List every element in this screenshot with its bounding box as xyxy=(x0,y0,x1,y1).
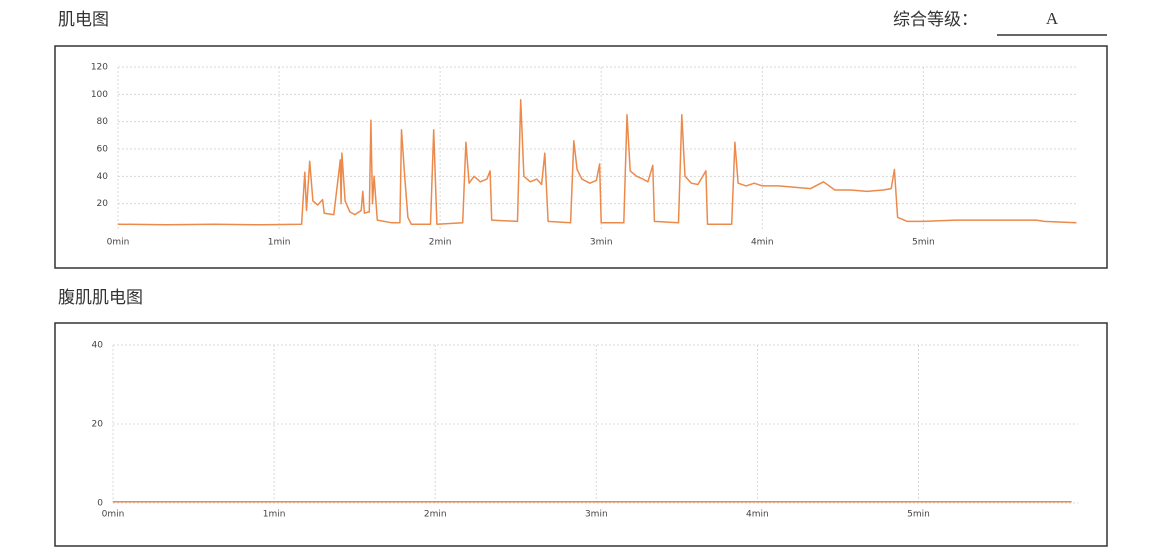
grade-label: 综合等级： xyxy=(893,10,978,30)
x-tick-label: 4min xyxy=(746,510,769,520)
y-tick-label: 20 xyxy=(92,420,104,430)
chart-title: 肌电图 xyxy=(58,10,109,30)
x-tick-label: 5min xyxy=(912,238,935,248)
y-tick-label: 100 xyxy=(91,90,108,100)
x-tick-label: 0min xyxy=(107,238,130,248)
x-tick-label: 4min xyxy=(751,238,774,248)
x-tick-label: 3min xyxy=(585,510,608,520)
chart-title: 腹肌肌电图 xyxy=(58,288,143,308)
y-tick-label: 80 xyxy=(97,117,109,127)
grade-value: A xyxy=(1046,9,1059,28)
chart-frame xyxy=(54,45,1108,269)
y-tick-label: 20 xyxy=(97,199,109,209)
y-tick-label: 120 xyxy=(91,63,108,73)
x-tick-label: 1min xyxy=(268,238,291,248)
y-tick-label: 40 xyxy=(92,341,104,351)
x-tick-label: 1min xyxy=(263,510,286,520)
emg-line xyxy=(117,99,1077,226)
y-tick-label: 0 xyxy=(97,499,103,509)
x-tick-label: 5min xyxy=(907,510,930,520)
y-tick-label: 60 xyxy=(97,145,109,155)
y-tick-label: 40 xyxy=(97,172,109,182)
chart-frame xyxy=(54,322,1108,547)
x-tick-label: 2min xyxy=(429,238,452,248)
x-tick-label: 0min xyxy=(102,510,125,520)
x-tick-label: 3min xyxy=(590,238,613,248)
x-tick-label: 2min xyxy=(424,510,447,520)
